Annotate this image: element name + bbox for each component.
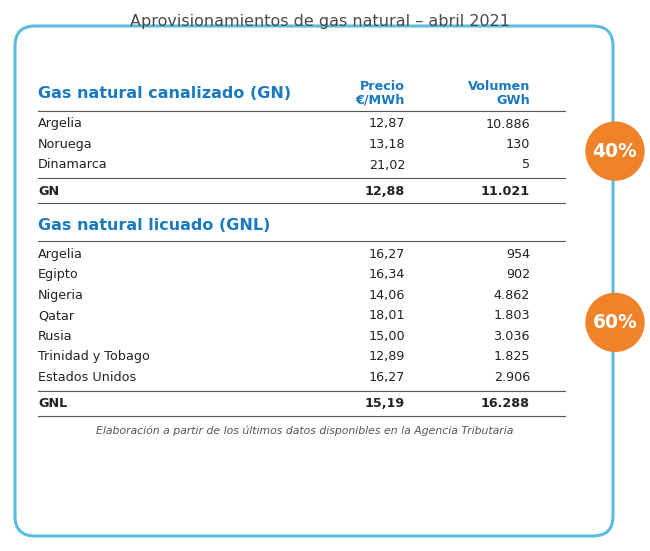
Text: 954: 954 (506, 248, 530, 261)
Text: 130: 130 (506, 138, 530, 151)
Text: 1.803: 1.803 (493, 309, 530, 322)
Text: 12,87: 12,87 (369, 117, 405, 131)
Text: Elaboración a partir de los últimos datos disponibles en la Agencia Tributaria: Elaboración a partir de los últimos dato… (96, 425, 514, 436)
Text: Noruega: Noruega (38, 138, 92, 151)
Text: GNL: GNL (38, 397, 67, 410)
Text: Dinamarca: Dinamarca (38, 159, 108, 171)
Text: Trinidad y Tobago: Trinidad y Tobago (38, 350, 150, 363)
Text: 13,18: 13,18 (369, 138, 405, 151)
Text: €/MWh: €/MWh (356, 94, 405, 106)
Text: 15,00: 15,00 (369, 329, 405, 343)
Text: Gas natural canalizado (GN): Gas natural canalizado (GN) (38, 85, 291, 100)
Text: 12,88: 12,88 (365, 185, 405, 198)
Text: 4.862: 4.862 (494, 289, 530, 302)
Text: 16,27: 16,27 (369, 248, 405, 261)
Text: Gas natural licuado (GNL): Gas natural licuado (GNL) (38, 218, 270, 233)
Text: 60%: 60% (593, 313, 638, 332)
Text: 15,19: 15,19 (365, 397, 405, 410)
Text: 902: 902 (506, 268, 530, 281)
Text: GN: GN (38, 185, 59, 198)
FancyBboxPatch shape (15, 26, 613, 536)
Text: 40%: 40% (593, 142, 638, 161)
Circle shape (586, 122, 644, 180)
Text: 16.288: 16.288 (481, 397, 530, 410)
Text: 16,34: 16,34 (369, 268, 405, 281)
Text: GWh: GWh (496, 94, 530, 106)
Text: 5: 5 (522, 159, 530, 171)
Text: Argelia: Argelia (38, 248, 83, 261)
Text: Aprovisionamientos de gas natural – abril 2021: Aprovisionamientos de gas natural – abri… (130, 14, 510, 29)
Text: Argelia: Argelia (38, 117, 83, 131)
Text: Nigeria: Nigeria (38, 289, 84, 302)
Text: 11.021: 11.021 (481, 185, 530, 198)
Text: 2.906: 2.906 (494, 371, 530, 383)
Text: 12,89: 12,89 (369, 350, 405, 363)
Text: 3.036: 3.036 (493, 329, 530, 343)
Text: 1.825: 1.825 (493, 350, 530, 363)
Text: Qatar: Qatar (38, 309, 74, 322)
Text: 16,27: 16,27 (369, 371, 405, 383)
Text: 10.886: 10.886 (486, 117, 530, 131)
Text: 21,02: 21,02 (369, 159, 405, 171)
Circle shape (586, 293, 644, 352)
Text: 18,01: 18,01 (369, 309, 405, 322)
Text: Volumen: Volumen (467, 79, 530, 93)
Text: Precio: Precio (360, 79, 405, 93)
Text: Rusia: Rusia (38, 329, 73, 343)
Text: Egipto: Egipto (38, 268, 79, 281)
Text: Estados Unidos: Estados Unidos (38, 371, 136, 383)
Text: 14,06: 14,06 (369, 289, 405, 302)
